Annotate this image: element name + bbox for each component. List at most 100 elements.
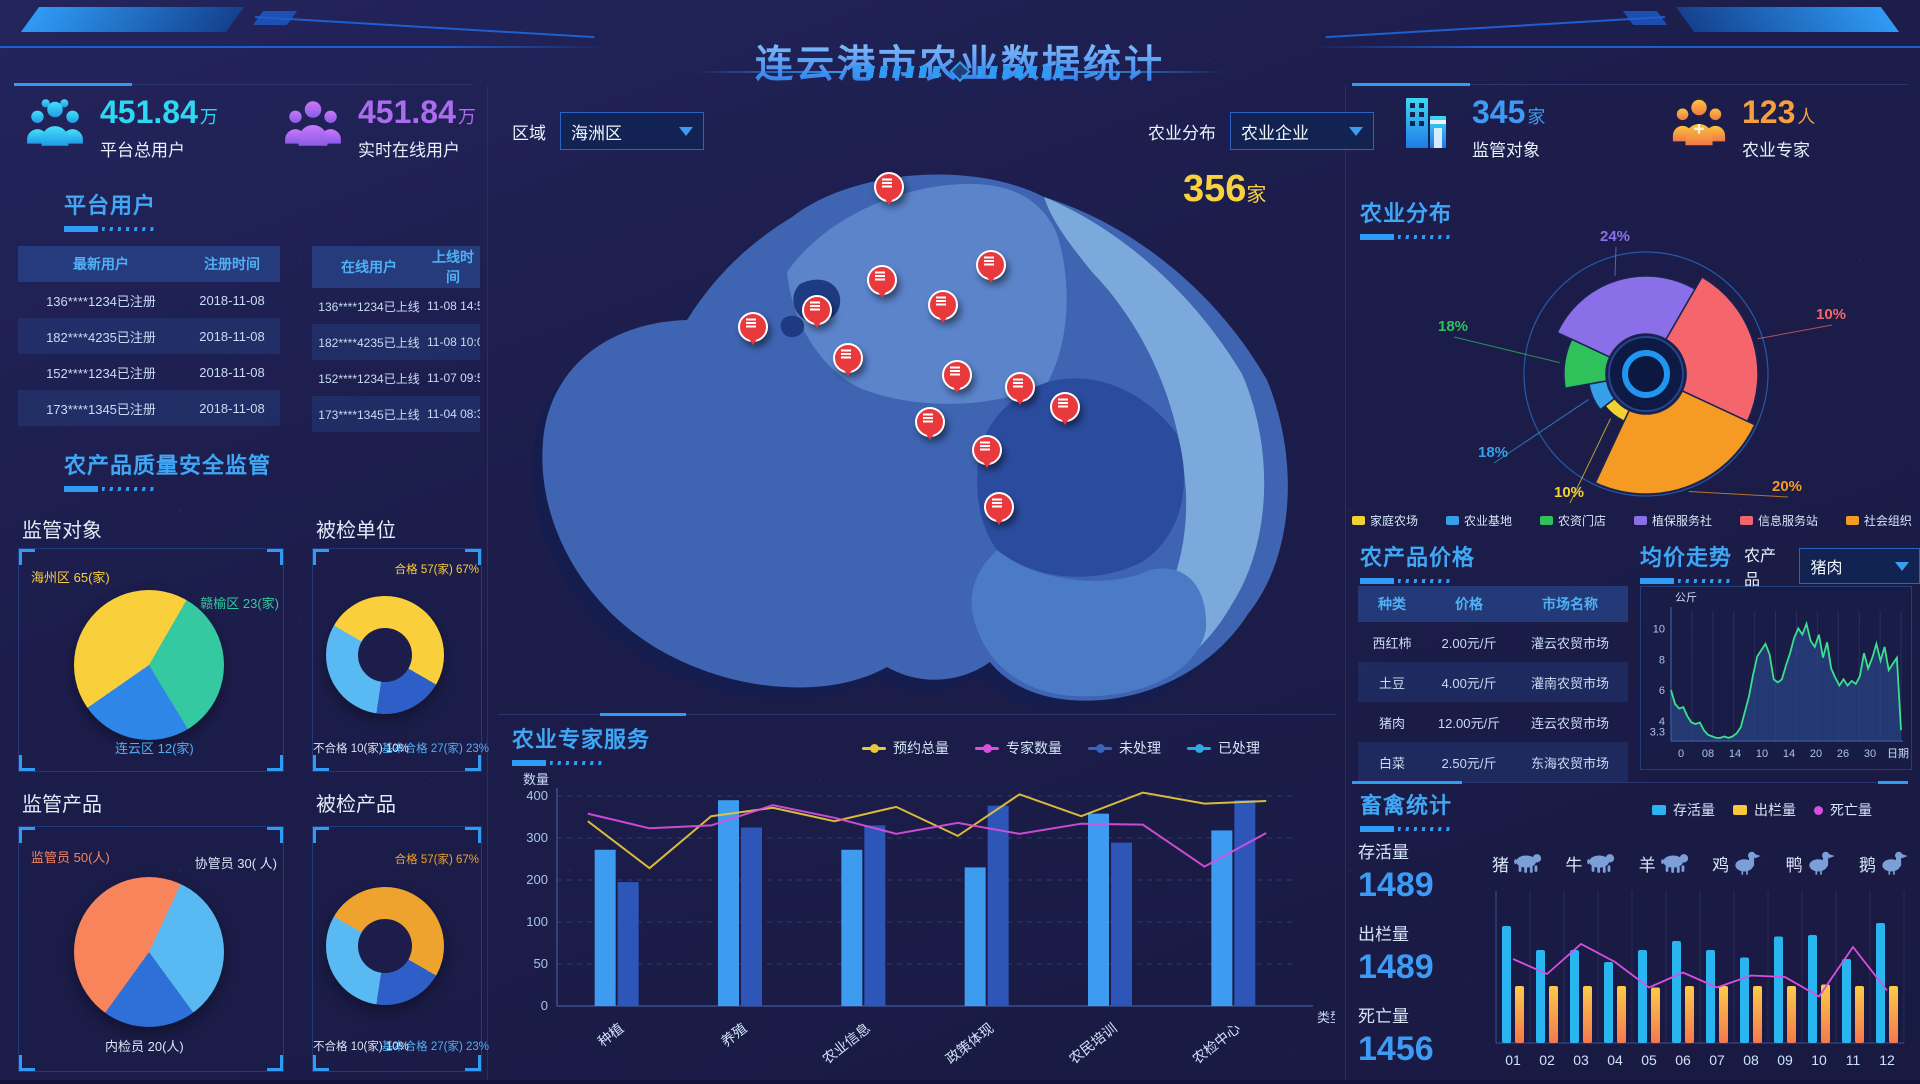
animal-icon bbox=[1808, 851, 1835, 875]
animal-tab-2[interactable]: 牛 bbox=[1565, 850, 1616, 876]
map-pin[interactable] bbox=[1005, 372, 1036, 406]
pie-label: 连云区 12(家) bbox=[115, 741, 194, 756]
map-svg bbox=[532, 174, 1288, 713]
table-cell: 西红柿 bbox=[1372, 635, 1412, 651]
subsection-inspected-products: 被检产品 bbox=[316, 794, 396, 816]
map-pin[interactable] bbox=[802, 294, 832, 328]
region-select[interactable]: 海洲区 bbox=[560, 112, 704, 150]
legend-item[interactable]: 未处理 bbox=[1088, 738, 1161, 758]
map-pin[interactable] bbox=[866, 264, 897, 298]
map-pin[interactable] bbox=[915, 407, 946, 441]
trend-product-select[interactable]: 猪肉 bbox=[1799, 548, 1920, 584]
legend-marker bbox=[1845, 516, 1859, 525]
legend-item[interactable]: 植保服务社 bbox=[1633, 512, 1712, 529]
chevron-down-icon bbox=[679, 126, 693, 136]
svg-text:10: 10 bbox=[1811, 1052, 1827, 1068]
rose-percent-label: 20% bbox=[1772, 478, 1803, 495]
table-cell: 2018-11-08 bbox=[184, 390, 280, 426]
map-district[interactable] bbox=[977, 378, 1184, 577]
table-cell: 182****4235已注册 bbox=[18, 318, 184, 354]
title-underline bbox=[512, 760, 608, 766]
map-district[interactable] bbox=[971, 550, 1207, 697]
map-pin[interactable] bbox=[927, 290, 958, 324]
inspected-products-pie bbox=[326, 887, 444, 1005]
svg-text:100: 100 bbox=[526, 914, 548, 929]
animal-tab-5[interactable]: 鸭 bbox=[1786, 850, 1837, 876]
price-trend-box: 10 8 6 4 3.3 公斤 0 08 14 10 14 20 26 30 日期 bbox=[1640, 586, 1912, 770]
animal-icon bbox=[1660, 854, 1688, 873]
legend-item[interactable]: 死亡量 bbox=[1814, 800, 1872, 820]
legend-item[interactable]: 信息服务站 bbox=[1739, 512, 1818, 529]
table-cell: 11-08 10:02 bbox=[426, 324, 480, 360]
stat-label: 平台总用户 bbox=[100, 141, 185, 160]
map-pin[interactable] bbox=[832, 342, 863, 376]
svg-text:10: 10 bbox=[1756, 748, 1768, 760]
summary-label: 存活量 bbox=[1358, 843, 1409, 862]
section-divider bbox=[1352, 781, 1908, 784]
map-pin[interactable] bbox=[1050, 391, 1081, 425]
svg-text:26: 26 bbox=[1837, 748, 1849, 760]
animal-label: 鸭 bbox=[1785, 855, 1803, 875]
chevron-down-icon bbox=[1895, 561, 1909, 571]
column-header: 在线用户 bbox=[312, 246, 426, 288]
animal-label: 羊 bbox=[1638, 855, 1656, 875]
legend-item[interactable]: 农业基地 bbox=[1445, 512, 1512, 529]
map-pin[interactable] bbox=[874, 172, 905, 206]
map-pin[interactable] bbox=[972, 434, 1002, 468]
legend-item[interactable]: 出栏量 bbox=[1733, 800, 1796, 820]
animal-label: 牛 bbox=[1565, 855, 1583, 875]
animal-tab-4[interactable]: 鸡 bbox=[1712, 850, 1763, 876]
svg-text:农民培训: 农民培训 bbox=[1066, 1020, 1120, 1067]
pie-box-supervision-objects: 赣榆区 23(家) 连云区 12(家) 海州区 65(家) bbox=[18, 548, 284, 772]
section-product-prices: 农产品价格 bbox=[1360, 540, 1475, 584]
map-pin[interactable] bbox=[983, 491, 1014, 525]
animal-tab-3[interactable]: 羊 bbox=[1639, 850, 1690, 876]
svg-text:6: 6 bbox=[1659, 685, 1665, 697]
table-cell: 东海农贸市场 bbox=[1512, 742, 1628, 782]
section-divider bbox=[498, 714, 1336, 715]
distribution-select[interactable]: 农业企业 bbox=[1230, 112, 1374, 150]
map-pin[interactable] bbox=[738, 312, 769, 346]
table-row: 猪肉 12.00元/斤 连云农贸市场 bbox=[1358, 702, 1628, 742]
legend-label: 家庭农场 bbox=[1370, 514, 1419, 528]
column-header: 价格 bbox=[1426, 586, 1512, 622]
map-district[interactable] bbox=[1044, 197, 1265, 678]
animal-tab-6[interactable]: 鹅 bbox=[1859, 850, 1910, 876]
map-pin[interactable] bbox=[942, 359, 973, 393]
legend-label: 专家数量 bbox=[1006, 740, 1062, 756]
column-header: 种类 bbox=[1358, 586, 1426, 622]
table-cell: 4.00元/斤 bbox=[1426, 662, 1512, 702]
legend-item[interactable]: 已处理 bbox=[1187, 738, 1260, 758]
animal-tab-1[interactable]: 猪 bbox=[1492, 850, 1543, 876]
section-platform-users: 平台用户 bbox=[64, 188, 160, 232]
legend-item[interactable]: 农资门店 bbox=[1539, 512, 1606, 529]
table-row: 白菜 2.50元/斤 东海农贸市场 bbox=[1358, 742, 1628, 782]
rose-percent-label: 18% bbox=[1478, 444, 1509, 461]
expert-service-legend: 预约总量 专家数量 未处理 已处理 bbox=[862, 738, 1260, 758]
legend-item[interactable]: 预约总量 bbox=[862, 738, 949, 758]
column-header: 注册时间 bbox=[184, 246, 280, 282]
map-pin[interactable] bbox=[976, 250, 1007, 284]
stat-label: 实时在线用户 bbox=[358, 141, 460, 160]
pie-label: 合格 57(家) 67% bbox=[394, 564, 479, 576]
register-users-table: 最新用户 注册时间 136****1234已注册 2018-11-08 182****4… bbox=[18, 246, 280, 426]
svg-text:01: 01 bbox=[1505, 1052, 1521, 1068]
legend-item[interactable]: 存活量 bbox=[1652, 800, 1715, 820]
stat-supervised-objects: 345 家 监管对象 bbox=[1472, 96, 1545, 161]
svg-text:农检中心: 农检中心 bbox=[1189, 1020, 1243, 1067]
legend-marker bbox=[1187, 743, 1211, 753]
legend-item[interactable]: 社会组织 bbox=[1845, 512, 1912, 529]
legend-item[interactable]: 专家数量 bbox=[975, 738, 1062, 758]
legend-label: 存活量 bbox=[1673, 802, 1715, 818]
table-head: 在线用户 上线时间 bbox=[312, 246, 480, 288]
legend-marker bbox=[1739, 516, 1753, 525]
table-body: 西红柿 2.00元/斤 灌云农贸市场 土豆 4.00元/斤 灌南农贸市场 猪肉 12.00元/… bbox=[1358, 622, 1628, 782]
legend-item[interactable]: 家庭农场 bbox=[1352, 512, 1418, 529]
table-cell: 173****1345已注册 bbox=[18, 390, 184, 426]
table-cell: 11-08 14:53 bbox=[427, 299, 480, 313]
table-cell: 2018-11-08 bbox=[199, 364, 265, 380]
svg-text:400: 400 bbox=[526, 788, 548, 803]
pie-label: 不合格 10(家) 10% bbox=[313, 743, 409, 755]
